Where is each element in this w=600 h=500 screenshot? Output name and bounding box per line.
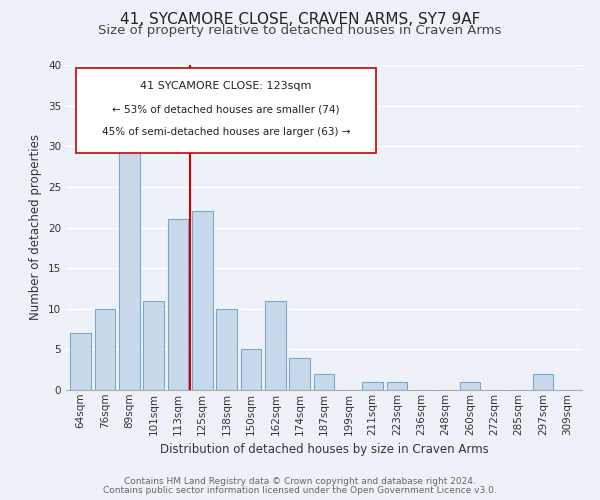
Text: Contains HM Land Registry data © Crown copyright and database right 2024.: Contains HM Land Registry data © Crown c… — [124, 477, 476, 486]
X-axis label: Distribution of detached houses by size in Craven Arms: Distribution of detached houses by size … — [160, 443, 488, 456]
Bar — [143, 300, 164, 390]
Text: ← 53% of detached houses are smaller (74): ← 53% of detached houses are smaller (74… — [112, 104, 340, 114]
Text: 45% of semi-detached houses are larger (63) →: 45% of semi-detached houses are larger (… — [102, 126, 350, 136]
Text: 41 SYCAMORE CLOSE: 123sqm: 41 SYCAMORE CLOSE: 123sqm — [140, 81, 311, 91]
Y-axis label: Number of detached properties: Number of detached properties — [29, 134, 43, 320]
Text: 41, SYCAMORE CLOSE, CRAVEN ARMS, SY7 9AF: 41, SYCAMORE CLOSE, CRAVEN ARMS, SY7 9AF — [120, 12, 480, 28]
Bar — [119, 122, 140, 390]
Text: Size of property relative to detached houses in Craven Arms: Size of property relative to detached ho… — [98, 24, 502, 37]
Bar — [95, 308, 115, 390]
Bar — [386, 382, 407, 390]
Bar — [533, 374, 553, 390]
Bar — [265, 300, 286, 390]
Bar — [289, 358, 310, 390]
Bar — [314, 374, 334, 390]
Bar — [460, 382, 481, 390]
Text: Contains public sector information licensed under the Open Government Licence v3: Contains public sector information licen… — [103, 486, 497, 495]
Bar — [70, 333, 91, 390]
Bar — [167, 220, 188, 390]
Bar — [362, 382, 383, 390]
Bar — [192, 211, 212, 390]
Bar — [216, 308, 237, 390]
FancyBboxPatch shape — [76, 68, 376, 153]
Bar — [241, 350, 262, 390]
